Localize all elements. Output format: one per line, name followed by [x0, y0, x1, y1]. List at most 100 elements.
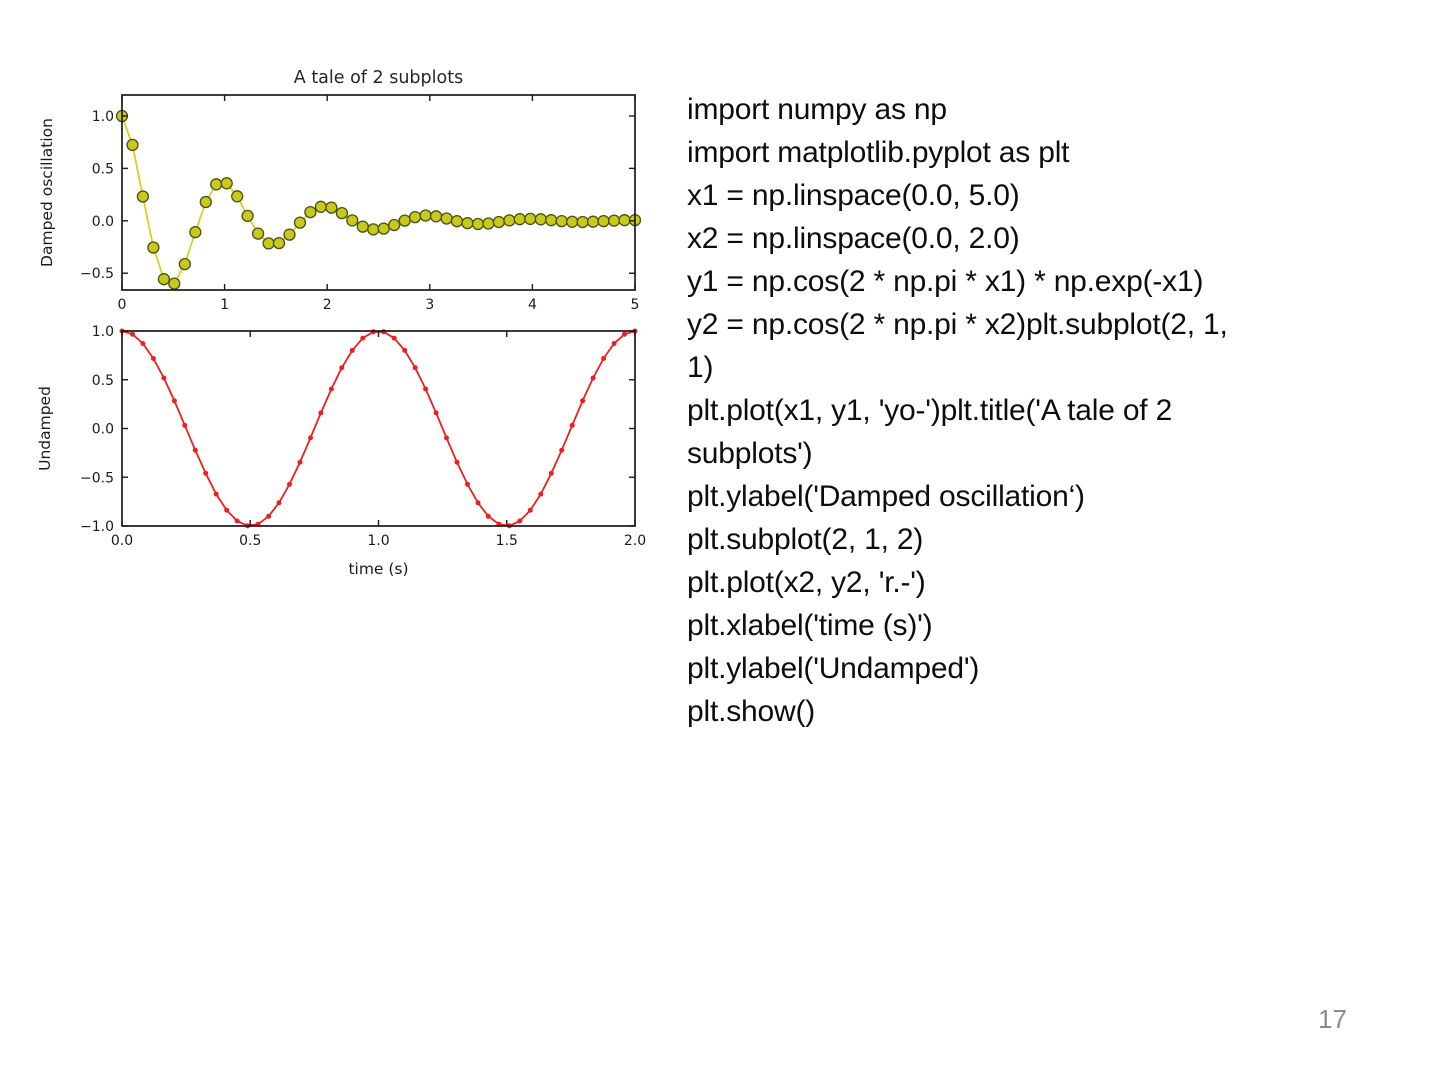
data-point-marker — [545, 214, 558, 227]
data-point-marker — [391, 335, 397, 341]
y-tick-label: −0.5 — [80, 470, 114, 486]
data-point-marker — [444, 435, 449, 441]
x-tick-label: 1.0 — [367, 533, 389, 549]
y-tick-label: 0.0 — [92, 422, 114, 438]
y-tick-label: 0.5 — [92, 373, 114, 389]
data-point-marker — [308, 435, 313, 441]
data-point-marker — [360, 335, 366, 341]
data-point-marker — [601, 356, 607, 361]
data-point-marker — [283, 228, 296, 241]
code-line: plt.show() — [687, 695, 816, 728]
y-tick-label: 0.0 — [92, 214, 114, 230]
code-line: plt.plot(x1, y1, 'yo-')plt.title('A tale… — [687, 394, 1173, 427]
data-point-marker — [419, 209, 432, 222]
data-point-marker — [622, 331, 627, 337]
x-tick-label: 2 — [323, 297, 332, 313]
data-point-marker — [328, 386, 334, 392]
data-point-marker — [287, 481, 292, 487]
code-line: plt.ylabel('Damped oscillation‘) — [687, 480, 1085, 513]
axes-frame — [121, 330, 636, 527]
code-block: import numpy as np import matplotlib.pypl… — [687, 88, 1228, 733]
data-point-marker — [224, 507, 230, 513]
data-point-marker — [618, 214, 631, 227]
data-point-marker — [569, 422, 575, 428]
x-tick-label: 0.0 — [111, 533, 133, 549]
data-point-marker — [272, 236, 286, 250]
data-point-marker — [576, 215, 589, 229]
code-line: plt.plot(x2, y2, 'r.-') — [687, 566, 926, 599]
data-point-marker — [210, 178, 223, 191]
data-point-marker — [220, 177, 233, 190]
data-point-marker — [611, 341, 617, 346]
data-point-marker — [339, 365, 345, 371]
data-point-marker — [147, 241, 160, 254]
data-point-marker — [178, 257, 191, 271]
data-point-marker — [182, 422, 188, 428]
data-point-marker — [465, 481, 470, 487]
data-point-marker — [293, 216, 307, 229]
data-point-marker — [597, 214, 610, 228]
data-point-marker — [203, 470, 209, 476]
data-point-marker — [408, 210, 422, 224]
series-line — [121, 330, 636, 527]
data-point-marker — [517, 518, 523, 524]
data-point-marker — [440, 212, 453, 225]
x-tick-label: 0.5 — [239, 533, 261, 549]
data-point-marker — [492, 215, 506, 229]
data-point-marker — [130, 331, 135, 337]
x-tick-label: 3 — [425, 297, 434, 313]
data-point-marker — [377, 222, 390, 235]
data-point-marker — [423, 386, 429, 392]
data-point-marker — [534, 213, 547, 226]
data-point-marker — [586, 215, 600, 228]
data-point-marker — [157, 273, 171, 286]
data-point-marker — [276, 500, 282, 506]
code-line: x2 = np.linspace(0.0, 2.0) — [687, 222, 1020, 255]
data-point-marker — [527, 507, 533, 513]
data-point-marker — [433, 410, 439, 416]
data-point-marker — [241, 209, 254, 223]
data-point-marker — [538, 491, 544, 497]
series-line — [121, 115, 636, 285]
x-tick-label: 1 — [220, 297, 229, 313]
data-point-marker — [475, 500, 481, 506]
x-tick-label: 4 — [528, 297, 537, 313]
data-point-marker — [461, 217, 474, 230]
data-point-marker — [189, 226, 202, 239]
data-point-marker — [126, 138, 139, 152]
code-line: import matplotlib.pyplot as plt — [687, 136, 1070, 169]
data-point-marker — [513, 213, 526, 226]
x-axis-label: time (s) — [348, 560, 408, 578]
data-point-marker — [471, 217, 485, 231]
x-tick-label: 1.5 — [496, 533, 518, 549]
data-point-marker — [590, 375, 596, 381]
y-tick-label: −1.0 — [80, 519, 114, 535]
data-point-marker — [524, 212, 537, 226]
data-point-marker — [356, 220, 369, 233]
code-line: y2 = np.cos(2 * np.pi * x2)plt.subplot(2… — [687, 308, 1228, 341]
code-line: 1) — [687, 351, 714, 384]
code-line: y1 = np.cos(2 * np.pi * x1) * np.exp(-x1… — [687, 265, 1204, 298]
y-axis-label: Undamped — [36, 386, 54, 471]
data-point-marker — [503, 214, 516, 227]
data-point-marker — [485, 513, 491, 519]
data-point-marker — [335, 206, 349, 220]
data-point-marker — [192, 447, 198, 453]
data-point-marker — [429, 210, 443, 223]
data-point-marker — [454, 459, 460, 465]
data-point-marker — [297, 459, 303, 465]
data-point-marker — [566, 215, 579, 228]
data-point-marker — [367, 223, 380, 236]
code-line: subplots') — [687, 437, 813, 470]
data-point-marker — [548, 470, 554, 476]
data-point-marker — [168, 277, 181, 290]
data-point-marker — [412, 365, 418, 371]
axes-frame — [121, 94, 636, 291]
data-point-marker — [213, 491, 219, 497]
y-tick-label: 1.0 — [92, 324, 114, 340]
data-point-marker — [607, 214, 621, 227]
data-point-marker — [234, 518, 240, 524]
data-point-marker — [482, 217, 495, 230]
data-point-marker — [304, 205, 317, 219]
y-tick-label: −0.5 — [80, 266, 114, 282]
